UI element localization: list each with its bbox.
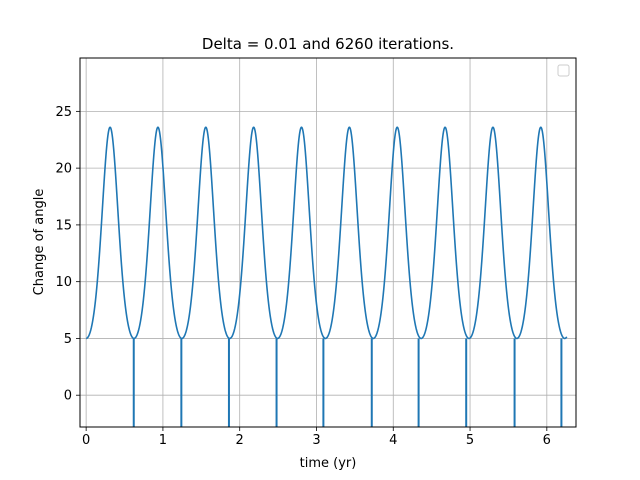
axes-frame <box>79 57 577 428</box>
chart-title: Delta = 0.01 and 6260 iterations. <box>202 35 454 53</box>
x-tick-label: 0 <box>82 433 90 448</box>
y-tick-label: 15 <box>55 218 72 233</box>
ticks: 0 1 2 3 4 5 6 0 5 10 15 20 25 <box>55 105 551 448</box>
y-tick-label: 10 <box>55 275 72 290</box>
legend-box <box>557 64 570 77</box>
y-tick-label: 0 <box>64 389 72 404</box>
grid <box>80 58 576 427</box>
x-tick-label: 3 <box>312 433 320 448</box>
x-tick-label: 4 <box>389 433 397 448</box>
series-line <box>85 126 568 340</box>
y-axis-title: Change of angle <box>32 189 47 296</box>
y-tick-label: 20 <box>55 162 72 177</box>
x-tick-label: 1 <box>159 433 167 448</box>
plot-area <box>85 126 568 427</box>
x-tick-label: 6 <box>543 433 551 448</box>
y-tick-label: 5 <box>64 332 72 347</box>
x-tick-label: 5 <box>466 433 474 448</box>
x-tick-label: 2 <box>236 433 244 448</box>
y-tick-label: 25 <box>55 105 72 120</box>
x-axis-title: time (yr) <box>300 456 357 471</box>
